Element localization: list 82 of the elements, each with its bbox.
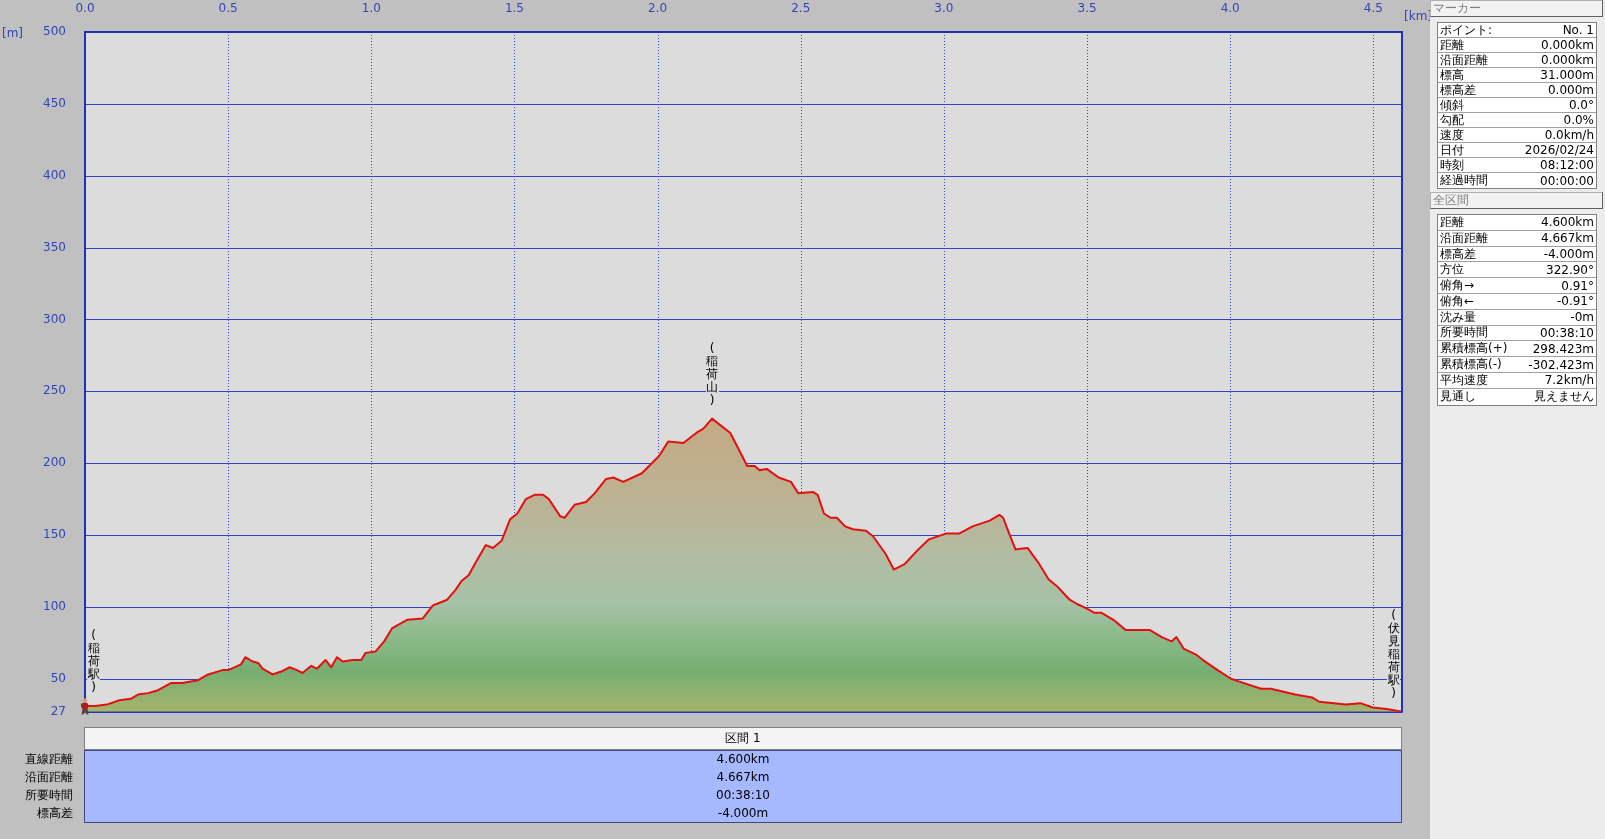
text: 08:12:00	[1540, 158, 1594, 172]
text: 標高差	[1440, 81, 1476, 99]
text: -302.423m	[1528, 357, 1594, 372]
text: 31.000m	[1540, 68, 1594, 82]
text: 0.91°	[1561, 278, 1594, 293]
text: 日付	[1440, 141, 1464, 159]
y-tick-label: 200	[43, 455, 66, 470]
text: -4.000m	[1543, 246, 1594, 261]
text: 累積標高(-)	[1440, 356, 1502, 374]
y-tick-label: 500	[43, 24, 66, 39]
text: 時刻	[1440, 156, 1464, 174]
text: 俯角←	[1440, 292, 1475, 310]
text: 所要時間	[25, 788, 73, 802]
x-tick-label: 2.0	[648, 0, 668, 15]
text: マーカー	[1433, 1, 1481, 15]
text: 00:38:10	[716, 788, 770, 802]
x-tick-label: 3.5	[1077, 0, 1097, 15]
x-tick-label: 0.0	[75, 0, 95, 15]
y-tick-label: 100	[43, 599, 66, 614]
text: 0.000m	[1547, 83, 1594, 97]
y-tick-label: 27	[50, 703, 66, 718]
text: 298.423m	[1532, 341, 1594, 356]
annotation: (伏見稲荷駅)	[1387, 607, 1400, 700]
text: -0m	[1570, 310, 1594, 325]
text: 4.667km	[716, 770, 770, 784]
text: 0.0%	[1563, 113, 1594, 127]
text: 平均速度	[1440, 371, 1488, 389]
text: 所要時間	[1440, 324, 1488, 342]
text: 速度	[1440, 126, 1464, 144]
text: 4.667km	[1541, 231, 1594, 246]
text: 全区間	[1433, 193, 1469, 207]
x-tick-label: 4.0	[1220, 0, 1240, 15]
text: 方位	[1440, 261, 1464, 279]
text: 見えません	[1534, 388, 1594, 406]
text: No. 1	[1562, 23, 1594, 37]
annotation: (稲荷駅)	[87, 628, 100, 695]
x-tick-label: 4.5	[1363, 0, 1383, 15]
text: 距離	[1440, 36, 1464, 54]
y-tick-label: 250	[43, 383, 66, 398]
text: 傾斜	[1440, 96, 1464, 114]
y-tick-label: 400	[43, 167, 66, 182]
text: 累積標高(+)	[1440, 340, 1508, 358]
y-tick-label: 300	[43, 311, 66, 326]
text: 0.000km	[1541, 53, 1594, 67]
text: 00:00:00	[1540, 173, 1594, 188]
text: 2026/02/24	[1524, 143, 1594, 157]
text: 経過時間	[1440, 172, 1488, 189]
y-tick-label: 50	[50, 670, 66, 685]
text: 沿面距離	[1440, 51, 1488, 69]
x-tick-label: 2.5	[791, 0, 811, 15]
y-tick-label: 150	[43, 527, 66, 542]
annotation: (稲荷山)	[705, 340, 719, 407]
text: 区間 1	[725, 731, 761, 745]
text: 標高差	[1440, 245, 1476, 263]
text: ポイント:	[1440, 21, 1493, 39]
y-axis-title: [m]	[2, 26, 24, 41]
text: 7.2km/h	[1544, 373, 1594, 388]
text: 0.0km/h	[1544, 128, 1594, 142]
x-tick-label: 3.0	[934, 0, 954, 15]
text: 俯角→	[1440, 277, 1475, 295]
text: 標高	[1440, 66, 1464, 84]
text: 4.600km	[1541, 215, 1594, 230]
text: 4.600km	[716, 752, 770, 766]
text: 00:38:10	[1540, 325, 1594, 340]
text: -4.000m	[717, 806, 769, 820]
x-tick-label: 0.5	[218, 0, 238, 15]
text: 標高差	[37, 806, 73, 820]
text: 0.000km	[1541, 38, 1594, 52]
text: 沿面距離	[25, 770, 73, 784]
x-tick-label: 1.5	[504, 0, 524, 15]
text: 0.0°	[1568, 98, 1594, 112]
y-tick-label: 450	[43, 95, 66, 110]
text: 沿面距離	[1440, 229, 1488, 247]
text: 沈み量	[1440, 308, 1476, 326]
text: 勾配	[1440, 111, 1464, 129]
text: 見通し	[1440, 388, 1476, 406]
y-tick-label: 350	[43, 239, 66, 254]
text: 距離	[1440, 213, 1464, 231]
text: 322.90°	[1546, 262, 1594, 277]
text: -0.91°	[1556, 294, 1594, 309]
text: 直線距離	[25, 752, 73, 766]
x-tick-label: 1.0	[361, 0, 381, 15]
